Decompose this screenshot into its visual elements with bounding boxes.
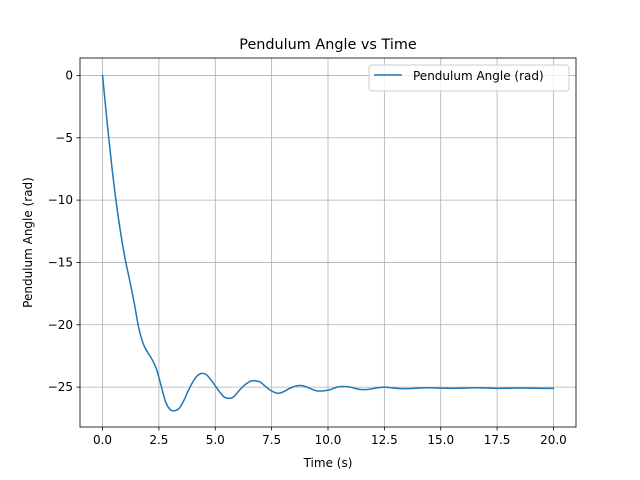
y-tick-label: −25: [48, 380, 73, 394]
y-tick-label: −10: [48, 193, 73, 207]
x-tick-label: 0.0: [93, 433, 112, 447]
y-tick-label: −5: [55, 131, 73, 145]
y-tick-label: −20: [48, 318, 73, 332]
legend-box: [368, 64, 570, 92]
y-axis-label: Pendulum Angle (rad): [21, 177, 35, 308]
legend-label: Pendulum Angle (rad): [413, 69, 544, 83]
x-tick-label: 10.0: [315, 433, 342, 447]
plot-area: [101, 74, 555, 412]
x-axis-label: Time (s): [303, 456, 353, 470]
x-tick-label: 12.5: [371, 433, 398, 447]
x-tick-label: 20.0: [540, 433, 567, 447]
x-tick-label: 2.5: [149, 433, 168, 447]
y-tick-label: 0: [65, 68, 73, 82]
x-axis-ticks: 0.0 2.5 5.0 7.5 10.0 12.5 15.0 17.5 20.0: [93, 427, 567, 447]
series-line-pendulum-angle: [101, 74, 555, 412]
y-tick-label: −15: [48, 255, 73, 269]
x-tick-label: 17.5: [484, 433, 511, 447]
x-tick-label: 15.0: [427, 433, 454, 447]
x-tick-label: 5.0: [206, 433, 225, 447]
x-tick-label: 7.5: [262, 433, 281, 447]
legend: Pendulum Angle (rad): [368, 64, 570, 92]
y-axis-ticks: 0 −5 −10 −15 −20 −25: [48, 68, 80, 394]
chart-title: Pendulum Angle vs Time: [239, 37, 417, 53]
